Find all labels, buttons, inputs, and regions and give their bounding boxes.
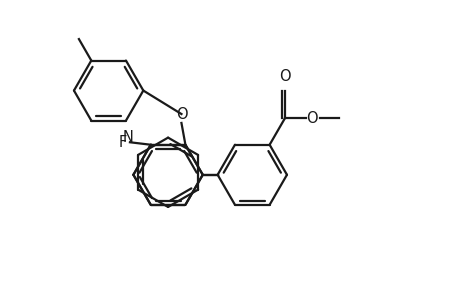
Text: F: F — [118, 135, 127, 150]
Text: O: O — [175, 106, 187, 122]
Text: O: O — [279, 70, 290, 85]
Text: O: O — [306, 111, 317, 126]
Text: N: N — [123, 130, 134, 145]
